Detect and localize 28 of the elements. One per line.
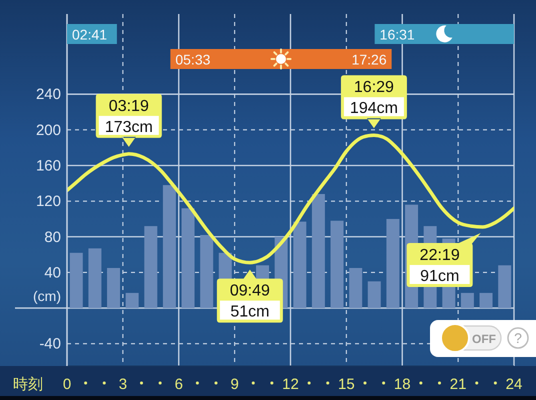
x-tick-label: 3 bbox=[118, 376, 128, 393]
y-axis-title: (cm) bbox=[33, 288, 61, 304]
annotation: 03:19 173cm bbox=[104, 98, 153, 136]
x-tick-label: 15 bbox=[338, 376, 355, 393]
x-tick-label: 0 bbox=[62, 376, 72, 393]
x-tick-label: 18 bbox=[394, 376, 411, 393]
annotation: 16:29 194cm bbox=[350, 79, 398, 118]
y-tick-label: -40 bbox=[39, 336, 61, 353]
x-tick-label: 21 bbox=[450, 376, 466, 393]
x-tick-label: 12 bbox=[282, 376, 299, 393]
y-tick-label: 240 bbox=[36, 86, 61, 104]
y-tick-label: 80 bbox=[44, 228, 61, 246]
annotation: 22:19 91cm bbox=[420, 246, 460, 285]
help-icon: ? bbox=[507, 327, 529, 349]
y-tick-label: 120 bbox=[36, 193, 61, 210]
band-label: 02:41 bbox=[72, 26, 108, 42]
annotation: 17:26 bbox=[352, 52, 387, 68]
band-label: 05:33 bbox=[175, 52, 211, 68]
y-tick-label: 160 bbox=[36, 157, 61, 174]
y-tick-label: 40 bbox=[44, 264, 61, 282]
annotation: OFF bbox=[472, 332, 496, 346]
annotation: 09:49 51cm bbox=[230, 282, 270, 321]
x-tick-label: 24 bbox=[506, 376, 522, 393]
x-axis-title: 時刻 bbox=[13, 376, 43, 393]
x-tick-label: 6 bbox=[174, 376, 183, 393]
x-tick-label: 9 bbox=[230, 376, 239, 393]
y-tick-label: 200 bbox=[36, 122, 61, 139]
band-label: 16:31 bbox=[380, 26, 415, 42]
